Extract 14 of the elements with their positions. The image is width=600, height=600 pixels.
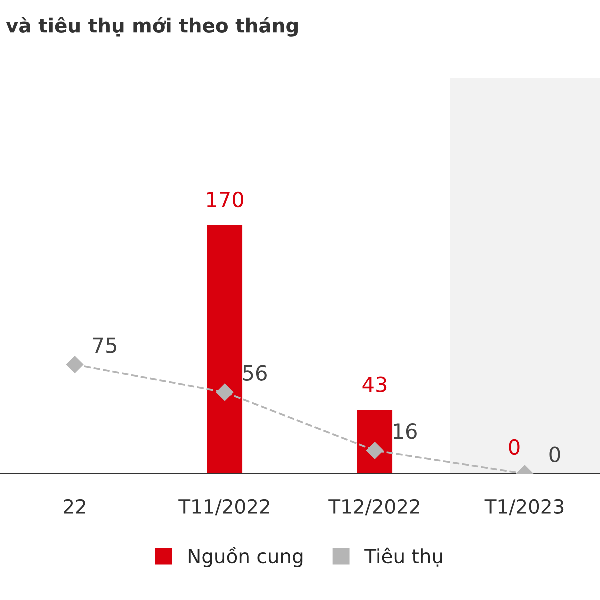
legend-label: Tiêu thụ <box>364 548 442 567</box>
x-tick-label: T12/2022 <box>328 499 420 516</box>
data-label: 43 <box>362 376 387 393</box>
data-label: 56 <box>243 365 267 382</box>
chart-title: và tiêu thụ mới theo tháng <box>6 17 298 37</box>
data-label: 75 <box>93 338 116 354</box>
data-label: 16 <box>394 423 417 440</box>
data-label: 0 <box>509 439 520 456</box>
data-label: 170 <box>207 192 244 208</box>
data-label: 0 <box>550 446 560 463</box>
x-tick-label: T11/2022 <box>178 499 270 516</box>
legend-label: Nguồn cung <box>188 546 303 568</box>
x-tick-label: T1/2023 <box>484 499 564 516</box>
x-tick-label: 22 <box>64 499 86 514</box>
